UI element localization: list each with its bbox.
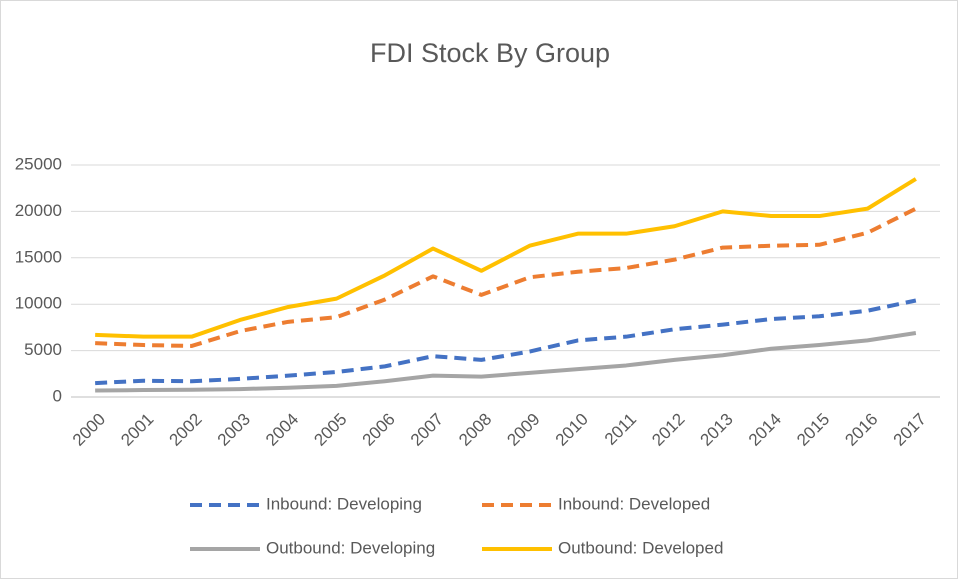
y-tick-label: 10000 bbox=[15, 294, 62, 313]
y-tick-label: 20000 bbox=[15, 201, 62, 220]
y-tick-label: 15000 bbox=[15, 247, 62, 266]
y-tick-label: 5000 bbox=[24, 340, 62, 359]
series-line bbox=[95, 206, 917, 348]
legend-label: Outbound: Developing bbox=[266, 538, 435, 557]
y-tick-label: 25000 bbox=[15, 154, 62, 173]
legend-label: Inbound: Developed bbox=[558, 494, 710, 513]
y-tick-label: 0 bbox=[53, 386, 62, 405]
legend-label: Outbound: Developed bbox=[558, 538, 723, 557]
series-line bbox=[95, 330, 917, 393]
chart-title: FDI Stock By Group bbox=[370, 38, 610, 68]
series-line bbox=[95, 177, 917, 339]
legend-label: Inbound: Developing bbox=[266, 494, 422, 513]
series-line bbox=[95, 298, 917, 386]
